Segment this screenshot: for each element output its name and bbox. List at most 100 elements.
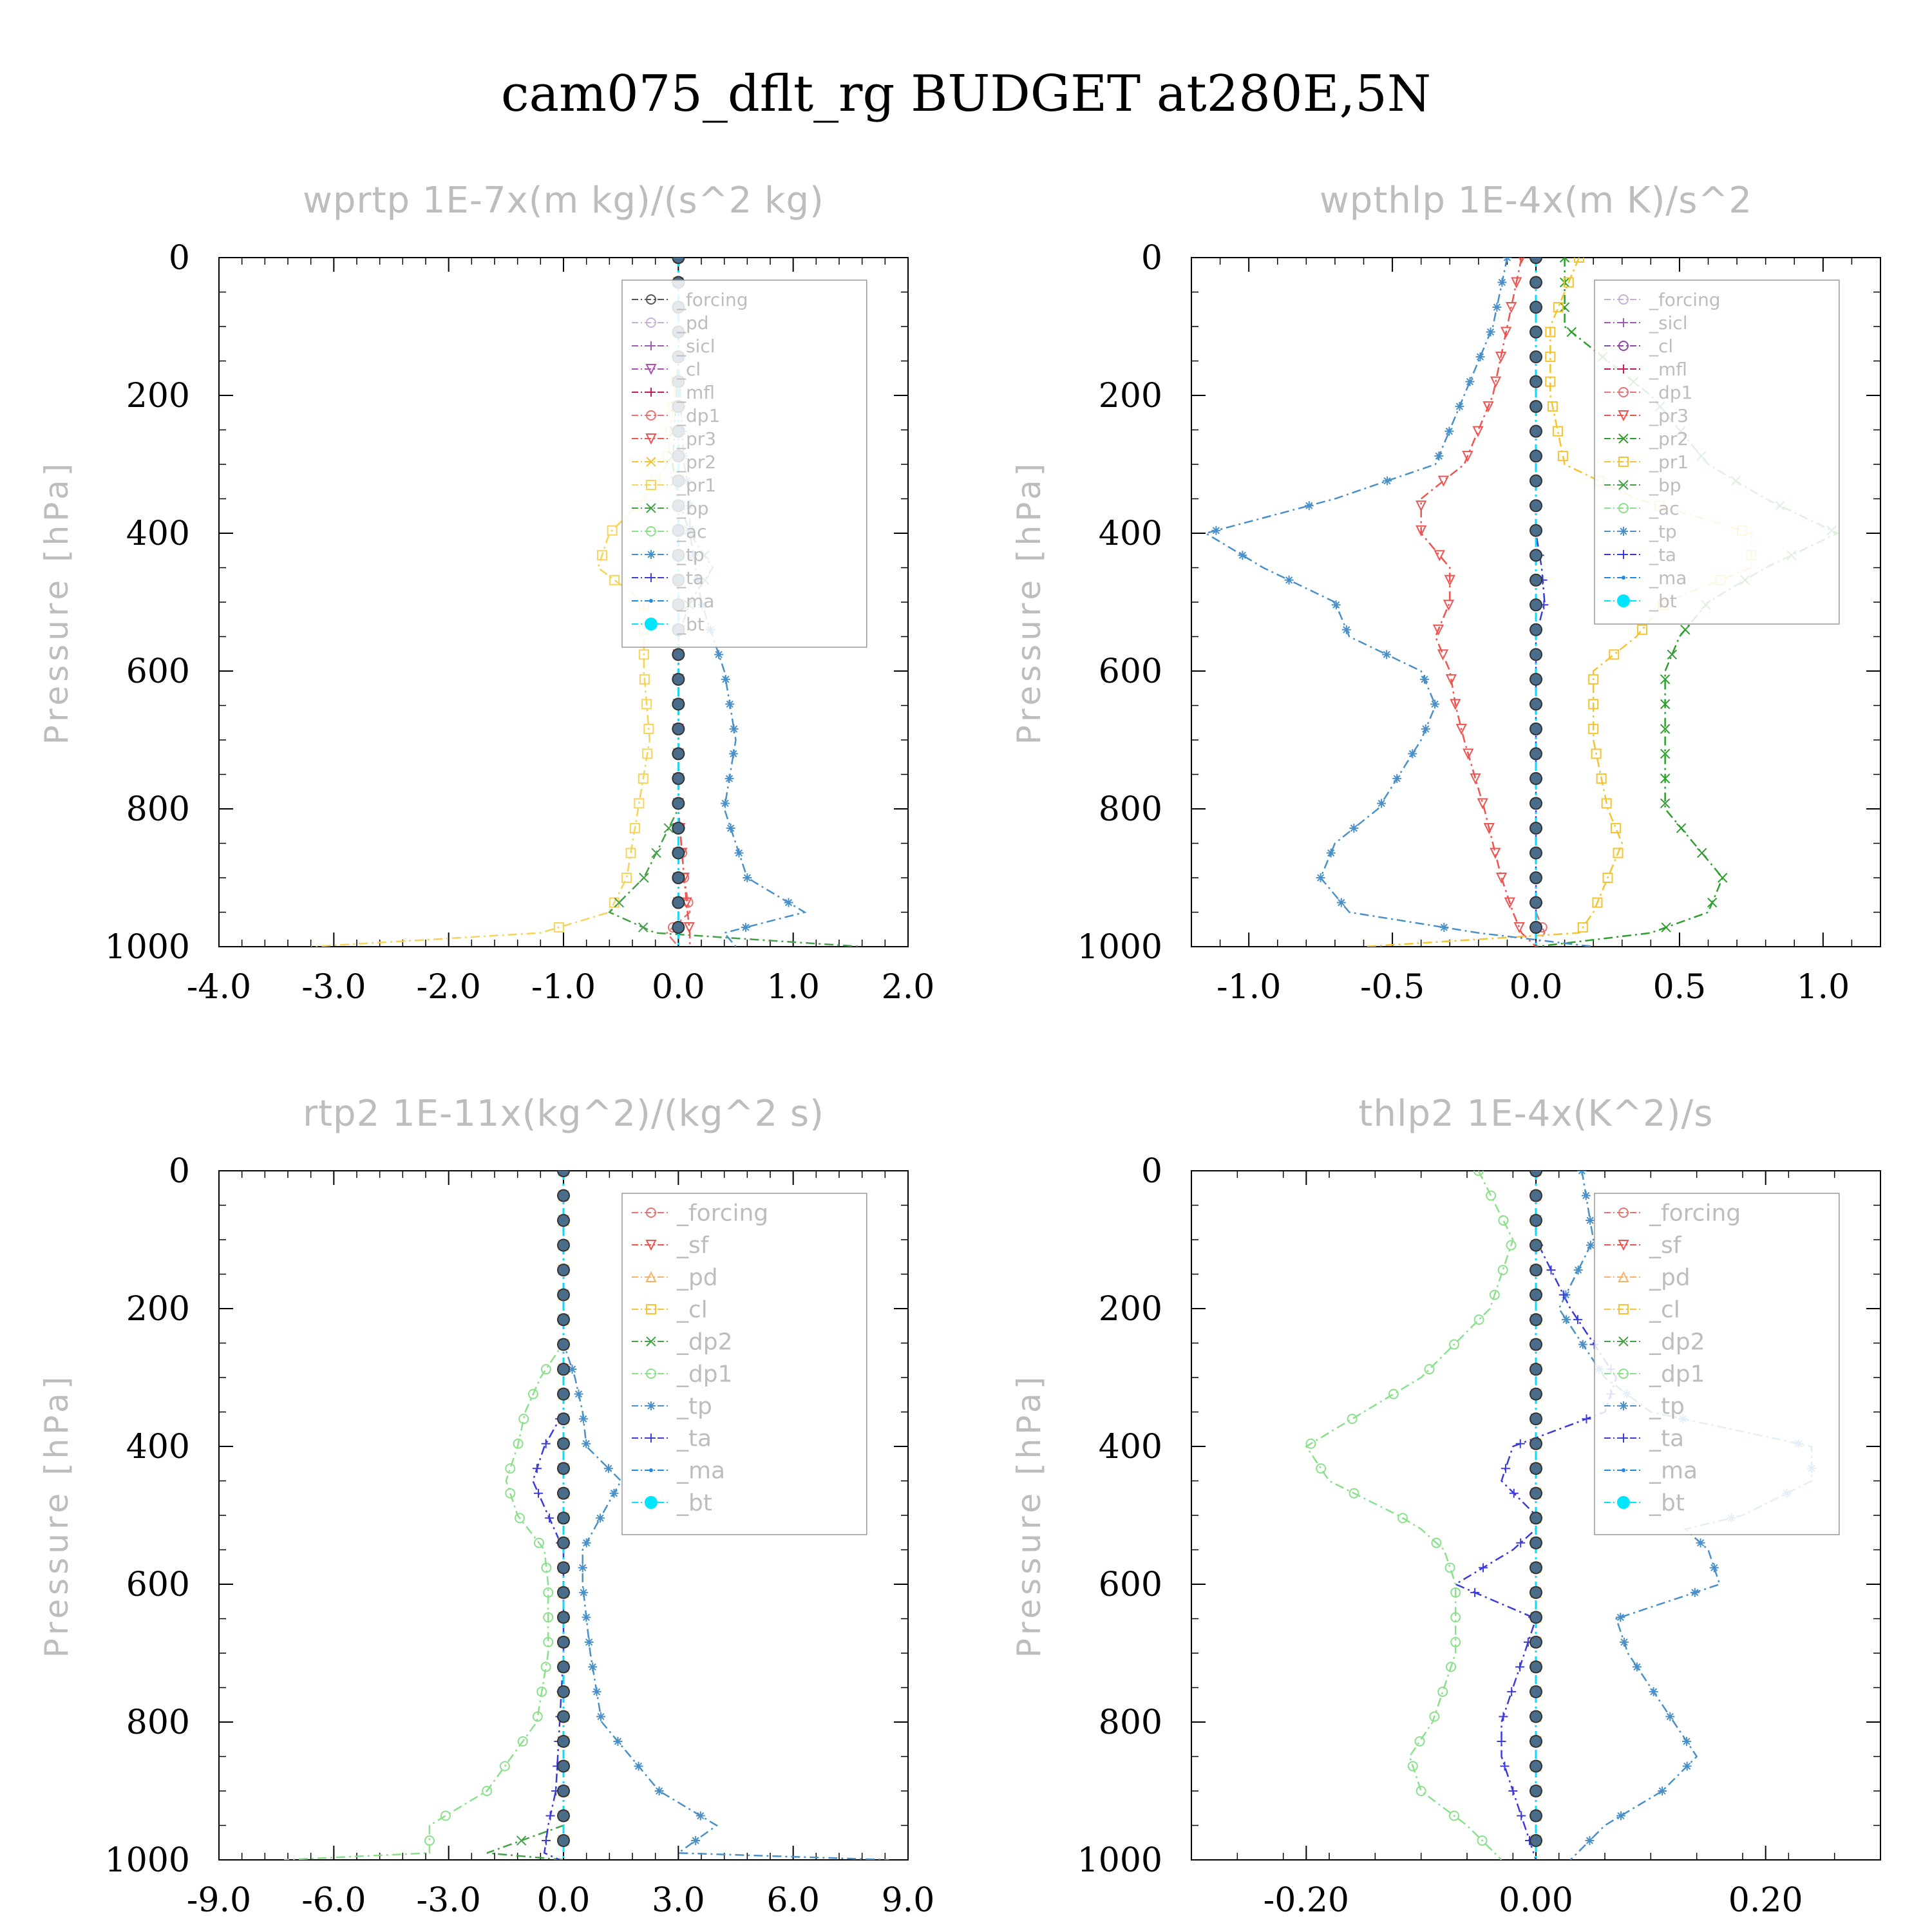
marker-bt	[1530, 1685, 1542, 1698]
legend-label: _sf	[676, 1233, 710, 1259]
y-tick-label: 600	[126, 1566, 190, 1604]
marker-bt	[557, 1288, 570, 1302]
marker-pr1	[643, 723, 654, 734]
marker-dp1	[543, 1636, 554, 1647]
marker-bt	[672, 258, 685, 264]
marker-bt	[557, 1189, 570, 1202]
y-tick-label: 400	[126, 515, 190, 553]
marker-dp1	[1450, 1636, 1461, 1647]
legend-marker	[645, 433, 657, 445]
marker-dp1	[1416, 1786, 1426, 1796]
y-tick-label: 800	[1099, 790, 1162, 829]
marker-tp	[596, 1712, 606, 1721]
marker-bt	[1530, 276, 1542, 289]
marker-pr2	[1660, 674, 1671, 685]
legend-marker	[1618, 1368, 1629, 1379]
marker-pr1	[1601, 798, 1612, 809]
marker-pr3	[1455, 723, 1467, 735]
marker-dp1	[1388, 1388, 1399, 1399]
marker-tp	[1696, 1538, 1705, 1548]
legend-marker	[646, 503, 656, 513]
marker-tp	[784, 898, 793, 907]
marker-bt	[557, 1834, 570, 1848]
marker-ta	[541, 1439, 551, 1448]
legend-label: _pr1	[1649, 451, 1689, 473]
marker-tp	[1573, 1265, 1583, 1275]
x-tick-label: -1.0	[531, 968, 596, 1007]
marker-dp1	[1450, 1612, 1461, 1623]
legend-marker	[649, 599, 653, 603]
marker-tp	[1430, 699, 1440, 709]
marker-pr2	[1680, 625, 1690, 635]
marker-pr1	[1610, 822, 1621, 833]
legend-label: _pd	[1649, 1265, 1690, 1291]
y-tick-label: 0	[1141, 1152, 1162, 1191]
marker-pr1	[1547, 401, 1558, 412]
marker-pr2	[1676, 823, 1687, 833]
panel-title: wpthlp 1E-4x(m K)/s^2	[1320, 180, 1752, 222]
marker-bt	[1530, 772, 1542, 785]
marker-bt	[1530, 697, 1542, 711]
y-tick-label: 200	[1099, 1290, 1162, 1329]
marker-dp1	[514, 1513, 525, 1524]
marker-bp	[651, 848, 661, 858]
legend-marker	[645, 294, 656, 305]
marker-tp	[1238, 551, 1247, 560]
marker-tp	[1377, 799, 1387, 808]
marker-bt	[1530, 400, 1542, 413]
marker-bt	[557, 1363, 570, 1376]
marker-pr1	[639, 674, 650, 685]
marker-tp	[1383, 476, 1392, 486]
marker-bt	[1530, 1264, 1542, 1277]
y-tick-label: 1000	[105, 928, 190, 967]
marker-dp1	[482, 1786, 493, 1796]
panel-3: rtp2 1E-11x(kg^2)/(kg^2 s) Pressure [hPa]…	[38, 1093, 934, 1920]
marker-tp	[1341, 625, 1351, 634]
marker-ta	[545, 1811, 555, 1821]
marker-ta	[1546, 1265, 1556, 1275]
marker-pr1	[596, 550, 607, 561]
marker-pr3	[1463, 748, 1474, 760]
legend-label: _pr2	[676, 451, 716, 473]
marker-pr1	[1588, 723, 1599, 734]
marker-tp	[1709, 1563, 1719, 1573]
legend-marker	[644, 1496, 658, 1509]
panels: wprtp 1E-7x(m kg)/(s^2 kg) Pressure [hPa]…	[38, 180, 1881, 1920]
legend-marker	[1618, 1208, 1629, 1218]
marker-tp	[1439, 923, 1449, 933]
marker-pr3	[1482, 401, 1494, 413]
legend-label: _tp	[1649, 521, 1677, 542]
marker-pr1	[1557, 451, 1568, 462]
marker-pr1	[625, 848, 636, 858]
series-line-dp1	[284, 1171, 565, 1860]
legend-marker	[1618, 318, 1628, 327]
marker-tp	[1382, 650, 1392, 659]
marker-bt	[557, 1313, 570, 1327]
y-axis-label: Pressure [hPa]	[38, 1373, 75, 1658]
marker-tp	[1562, 1315, 1571, 1325]
marker-tp	[1444, 426, 1454, 436]
legend-label: _pr2	[1649, 428, 1689, 450]
legend-marker	[645, 526, 656, 536]
y-axis-label: Pressure [hPa]	[1010, 460, 1048, 745]
x-tick-label: 0.5	[1653, 968, 1707, 1007]
legend-marker	[645, 1240, 657, 1251]
marker-bt	[1530, 797, 1542, 810]
marker-tp	[1486, 327, 1495, 337]
marker-bt	[557, 1611, 570, 1624]
marker-bt	[1530, 1536, 1542, 1549]
marker-tp	[1492, 303, 1502, 312]
marker-tp	[1475, 352, 1485, 362]
marker-bt	[557, 1437, 570, 1450]
marker-bt	[1530, 1171, 1542, 1177]
y-tick-label: 800	[1099, 1703, 1162, 1742]
marker-pr2	[1660, 773, 1671, 784]
marker-bt	[1530, 1710, 1542, 1723]
x-tick-label: -9.0	[187, 1881, 251, 1920]
marker-bt	[557, 1759, 570, 1773]
legend-marker	[1618, 1336, 1629, 1347]
x-tick-label: -0.20	[1264, 1881, 1349, 1920]
marker-tp	[1581, 1191, 1591, 1200]
marker-dp1	[499, 1761, 510, 1772]
legend-marker	[644, 618, 658, 630]
